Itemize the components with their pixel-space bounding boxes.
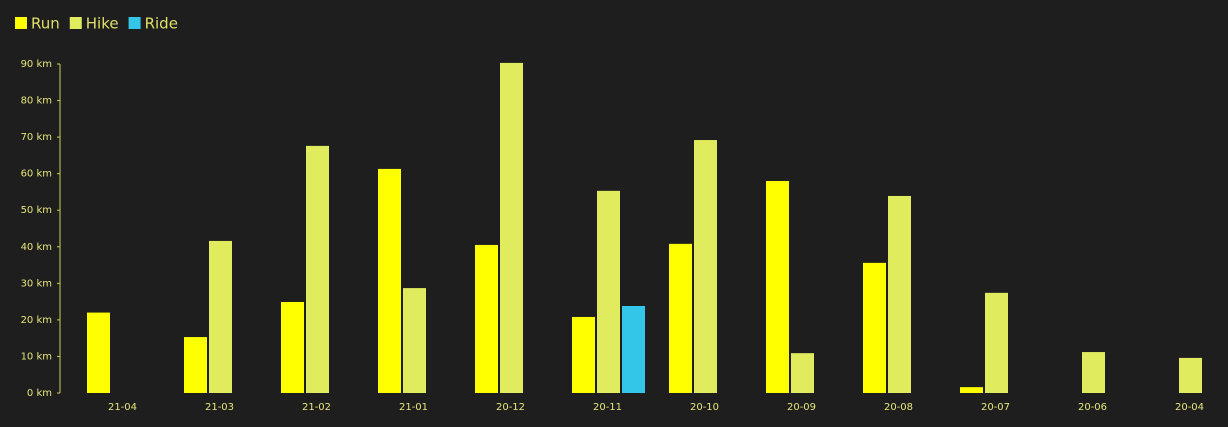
x-tick-label: 20-06 [1078, 402, 1107, 413]
y-tick-label: 80 km [21, 96, 52, 107]
y-tick-label: 0 km [27, 388, 52, 399]
x-tick-label: 20-04 [1175, 402, 1204, 413]
y-tick-label: 50 km [21, 205, 52, 216]
bar [960, 387, 983, 393]
bar [888, 195, 911, 393]
x-tick-label: 21-03 [205, 402, 234, 413]
y-tick-label: 30 km [21, 278, 52, 289]
bar [1179, 357, 1202, 393]
x-tick-label: 20-11 [593, 402, 622, 413]
bar [572, 316, 595, 393]
legend-label[interactable]: Ride [145, 15, 178, 33]
y-tick-label: 20 km [21, 315, 52, 326]
x-tick-label: 20-09 [787, 402, 816, 413]
bar [985, 292, 1008, 393]
y-tick-label: 90 km [21, 59, 52, 70]
bar [475, 244, 498, 393]
bar [306, 145, 329, 393]
x-tick-label: 21-01 [399, 402, 428, 413]
bar [1082, 352, 1105, 393]
legend-swatch[interactable] [15, 17, 27, 29]
y-tick-label: 70 km [21, 132, 52, 143]
bar [863, 262, 886, 393]
bar [791, 353, 814, 393]
bar [184, 337, 207, 393]
legend-swatch[interactable] [128, 17, 141, 29]
legend-swatch[interactable] [69, 17, 82, 29]
bar [766, 180, 789, 393]
x-tick-label: 20-10 [690, 402, 719, 413]
bar [403, 288, 426, 393]
x-tick-label: 20-08 [884, 402, 913, 413]
bar [87, 312, 110, 393]
legend-label[interactable]: Run [31, 15, 60, 33]
x-tick-label: 21-02 [302, 402, 331, 413]
bar [500, 62, 523, 394]
y-tick-label: 60 km [21, 169, 52, 180]
bar [694, 140, 717, 393]
bar [597, 190, 620, 393]
bar [622, 305, 645, 393]
bar [281, 301, 304, 393]
x-tick-label: 21-04 [108, 402, 137, 413]
bar [378, 168, 401, 393]
bar [669, 243, 692, 393]
bar [209, 240, 232, 393]
x-tick-label: 20-12 [496, 402, 525, 413]
legend-label[interactable]: Hike [86, 15, 119, 33]
x-tick-label: 20-07 [981, 402, 1010, 413]
y-tick-label: 10 km [21, 351, 52, 362]
y-tick-label: 40 km [21, 242, 52, 253]
